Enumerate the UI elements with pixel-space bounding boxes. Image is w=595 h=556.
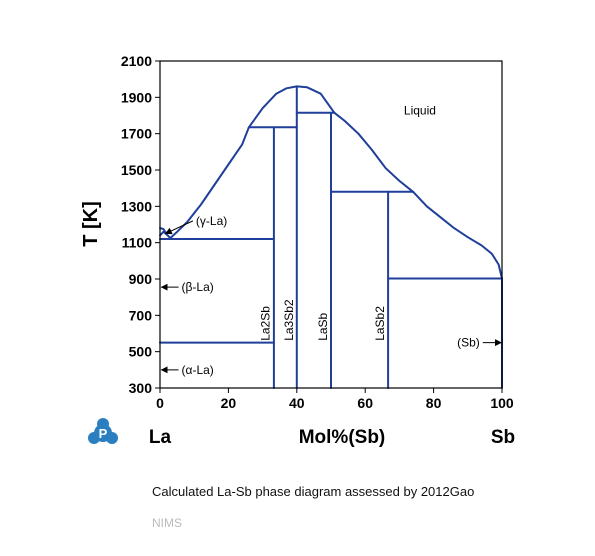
y-tick-label: 1700 [121, 126, 152, 142]
y-tick-label: 1500 [121, 162, 152, 178]
phase-diagram: 0 20 40 60 80 100 300 500 700 900 1100 1300 1500 1700… [80, 53, 515, 448]
phase-line-1 [169, 126, 250, 240]
y-tick-label: 1900 [121, 89, 152, 105]
phase-boundary-lines [159, 85, 503, 389]
phase-line-3 [333, 111, 415, 193]
y-tick-label: 2100 [121, 53, 152, 69]
phase-label: La3Sb2 [282, 299, 296, 341]
left-element-label: La [149, 427, 172, 448]
p-logo-icon: P [88, 418, 118, 444]
phase-labels: Liquid La2Sb La3Sb2 LaSb LaSb2 [258, 104, 436, 341]
axis-ticks: 0 20 40 60 80 100 300 500 700 900 1100 1300 1500 1700… [121, 53, 514, 411]
arrow-label: (α-La) [182, 363, 214, 377]
x-axis-label: Mol%(Sb) [299, 427, 386, 448]
source-credit: NIMS [152, 516, 182, 530]
arrow-label: (β-La) [182, 280, 214, 294]
phase-label: La2Sb [258, 306, 272, 341]
phase-line-2 [247, 85, 336, 129]
y-axis-label: T [K] [80, 201, 102, 247]
arrow-label: (γ-La) [196, 214, 227, 228]
phase-label: LaSb2 [373, 306, 387, 341]
phase-label: LaSb [316, 312, 330, 340]
x-tick-label: 60 [357, 395, 373, 411]
y-tick-label: 900 [129, 271, 153, 287]
phase-line-4 [412, 190, 503, 280]
x-tick-label: 0 [156, 395, 164, 411]
x-tick-label: 40 [289, 395, 305, 411]
annotation-arrow [164, 220, 194, 235]
x-tick-label: 100 [490, 395, 514, 411]
y-tick-label: 1100 [122, 235, 153, 251]
y-tick-label: 1300 [121, 198, 152, 214]
plot-frame [159, 60, 503, 389]
phase-label: Liquid [404, 104, 436, 118]
x-tick-label: 20 [221, 395, 237, 411]
arrow-annotations: (γ-La) (β-La) (α-La) (Sb) [160, 214, 503, 377]
y-tick-label: 500 [129, 344, 153, 360]
y-tick-label: 700 [129, 307, 153, 323]
arrow-label: (Sb) [457, 336, 480, 350]
svg-text:P: P [99, 426, 108, 441]
y-tick-label: 300 [129, 380, 153, 396]
x-tick-label: 80 [426, 395, 442, 411]
right-element-label: Sb [491, 427, 515, 448]
figure-caption: Calculated La-Sb phase diagram assessed … [152, 484, 475, 499]
